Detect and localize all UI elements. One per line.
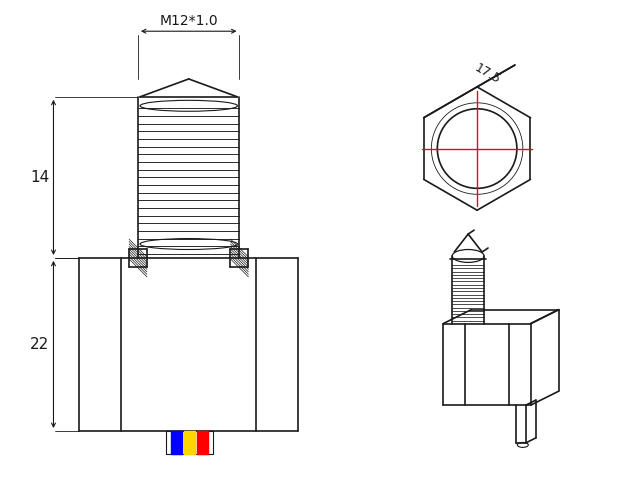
Bar	[197, 431, 208, 454]
Text: 17.5: 17.5	[472, 61, 503, 86]
Bar	[184, 431, 195, 454]
Text: 14: 14	[30, 170, 49, 185]
Text: M12*1.0: M12*1.0	[160, 14, 218, 28]
Text: 22: 22	[30, 337, 49, 352]
Bar	[171, 431, 182, 454]
